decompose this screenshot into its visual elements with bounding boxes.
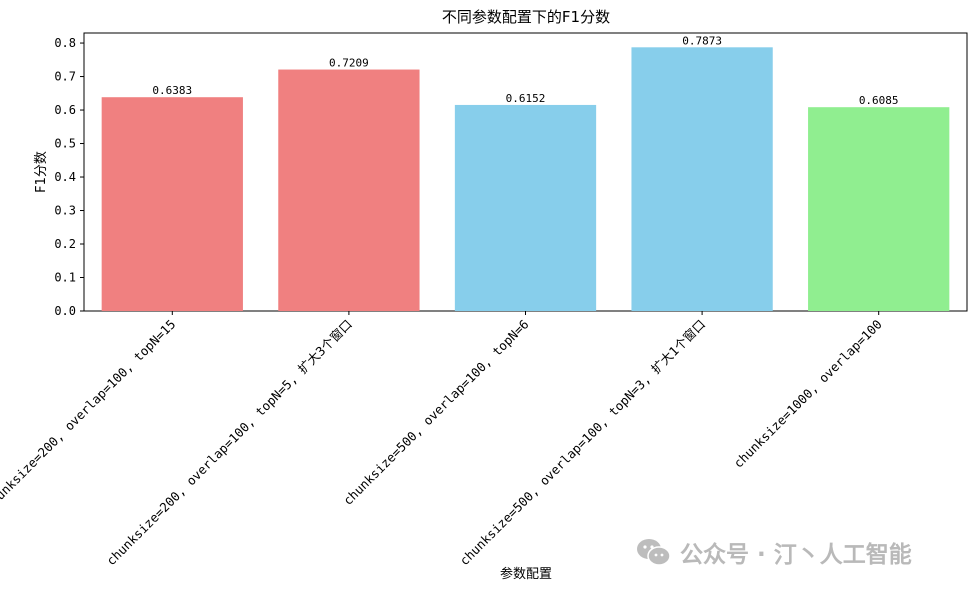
- y-axis-label: F1分数: [34, 151, 49, 193]
- y-tick-label: 0.6: [54, 103, 76, 117]
- chart-title: 不同参数配置下的F1分数: [442, 8, 610, 26]
- bar-value-label: 0.7873: [682, 34, 722, 47]
- bar: [278, 69, 420, 311]
- x-axis-label: 参数配置: [500, 566, 552, 582]
- y-tick-label: 0.2: [54, 237, 76, 251]
- x-tick-label: chunksize=200, overlap=100, topN=15: [0, 317, 178, 514]
- bar: [454, 104, 597, 311]
- y-tick-label: 0.8: [54, 36, 76, 50]
- x-axis: chunksize=200, overlap=100, topN=15 chunk…: [0, 311, 885, 568]
- watermark-text: 公众号 · 汀丶人工智能: [680, 542, 912, 568]
- y-tick-label: 0.3: [54, 204, 76, 218]
- bars-group: 0.6383 0.7209 0.6152 0.7873 0.6085: [101, 34, 950, 312]
- bar: [101, 97, 243, 312]
- y-tick-label: 0.4: [54, 170, 76, 184]
- y-tick-label: 0.5: [54, 137, 76, 151]
- wechat-icon: [637, 539, 671, 566]
- bar: [631, 47, 773, 311]
- bar: [808, 107, 950, 312]
- x-tick-label: chunksize=500, overlap=100, topN=6: [340, 317, 532, 509]
- bar-value-label: 0.6383: [152, 84, 192, 97]
- y-tick-label: 0.0: [54, 304, 76, 318]
- bar-value-label: 0.7209: [329, 57, 369, 70]
- bar-value-label: 0.6085: [859, 94, 899, 107]
- y-tick-label: 0.7: [54, 70, 76, 84]
- x-tick-label: chunksize=1000, overlap=100: [731, 317, 885, 471]
- watermark: 公众号 · 汀丶人工智能: [636, 534, 912, 570]
- bar-value-label: 0.6152: [506, 92, 546, 105]
- y-axis: 0.0 0.1 0.2 0.3 0.4 0.5 0.6 0.7 0.8: [54, 36, 84, 318]
- y-tick-label: 0.1: [54, 271, 76, 285]
